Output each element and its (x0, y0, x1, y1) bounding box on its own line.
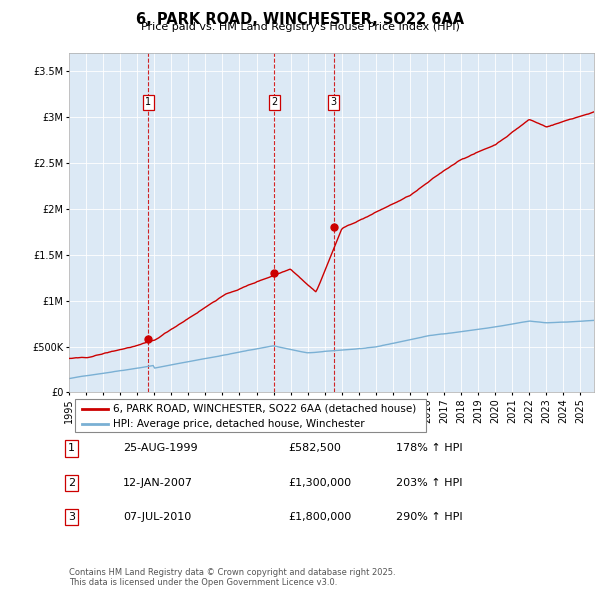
Text: Contains HM Land Registry data © Crown copyright and database right 2025.
This d: Contains HM Land Registry data © Crown c… (69, 568, 395, 587)
Text: 178% ↑ HPI: 178% ↑ HPI (396, 444, 463, 453)
Text: 290% ↑ HPI: 290% ↑ HPI (396, 512, 463, 522)
Text: HPI: Average price, detached house, Winchester: HPI: Average price, detached house, Winc… (113, 419, 364, 429)
Text: 6, PARK ROAD, WINCHESTER, SO22 6AA: 6, PARK ROAD, WINCHESTER, SO22 6AA (136, 12, 464, 27)
Text: £582,500: £582,500 (288, 444, 341, 453)
Text: 6, PARK ROAD, WINCHESTER, SO22 6AA (detached house): 6, PARK ROAD, WINCHESTER, SO22 6AA (deta… (113, 404, 416, 414)
Text: 12-JAN-2007: 12-JAN-2007 (123, 478, 193, 487)
Text: 2: 2 (271, 97, 277, 107)
Text: 203% ↑ HPI: 203% ↑ HPI (396, 478, 463, 487)
Text: 1: 1 (68, 444, 75, 453)
Text: £1,300,000: £1,300,000 (288, 478, 351, 487)
Text: 25-AUG-1999: 25-AUG-1999 (123, 444, 197, 453)
Text: 3: 3 (331, 97, 337, 107)
Text: 2: 2 (68, 478, 75, 487)
Text: 07-JUL-2010: 07-JUL-2010 (123, 512, 191, 522)
Text: Price paid vs. HM Land Registry's House Price Index (HPI): Price paid vs. HM Land Registry's House … (140, 22, 460, 32)
Text: 3: 3 (68, 512, 75, 522)
Text: 1: 1 (145, 97, 151, 107)
Text: £1,800,000: £1,800,000 (288, 512, 351, 522)
